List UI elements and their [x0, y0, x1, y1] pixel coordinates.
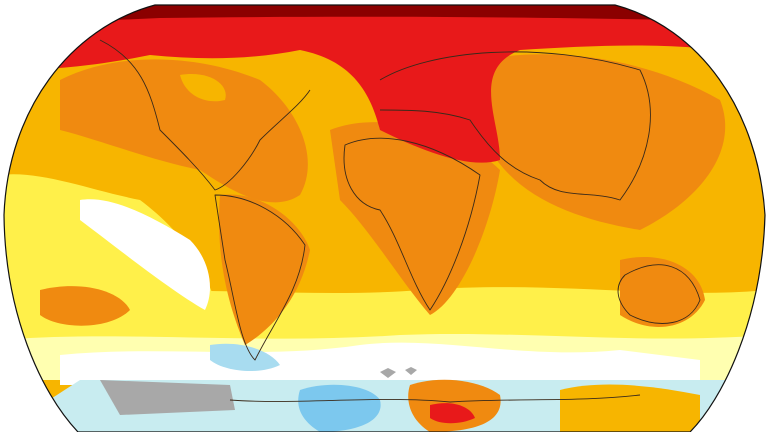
- coastline-africa: [343, 137, 481, 311]
- anomaly-gold-atlantic: [300, 60, 333, 110]
- anomaly-dark-red-arctic: [4, 5, 765, 25]
- anomaly-orange-south-america: [219, 194, 310, 345]
- anomaly-orange-africa: [330, 122, 500, 315]
- anomaly-gold-canada: [180, 74, 226, 102]
- anomaly-red-antarctic: [430, 403, 475, 424]
- anomaly-red-arctic: [4, 5, 765, 163]
- coastline-eurasia: [379, 51, 651, 201]
- coastline-north-america: [99, 39, 311, 191]
- anomaly-blue-antarctic: [298, 384, 381, 432]
- anomaly-orange-asia: [480, 54, 726, 230]
- anomaly-orange-north-america: [60, 59, 308, 203]
- coastline-australia: [617, 264, 701, 324]
- anomaly-gold-antarctic: [560, 384, 700, 432]
- anomaly-white-pacific: [80, 199, 210, 310]
- map-outline: [3, 4, 766, 432]
- anomaly-orange-pacific: [40, 286, 130, 326]
- anomaly-blue-drake: [210, 343, 280, 372]
- anomaly-no-data: [100, 380, 235, 415]
- coastline-antarctica: [229, 394, 641, 403]
- anomaly-orange-australia: [620, 256, 705, 327]
- coastline-south-america: [214, 194, 306, 361]
- anomaly-no-data-islands: [380, 367, 417, 378]
